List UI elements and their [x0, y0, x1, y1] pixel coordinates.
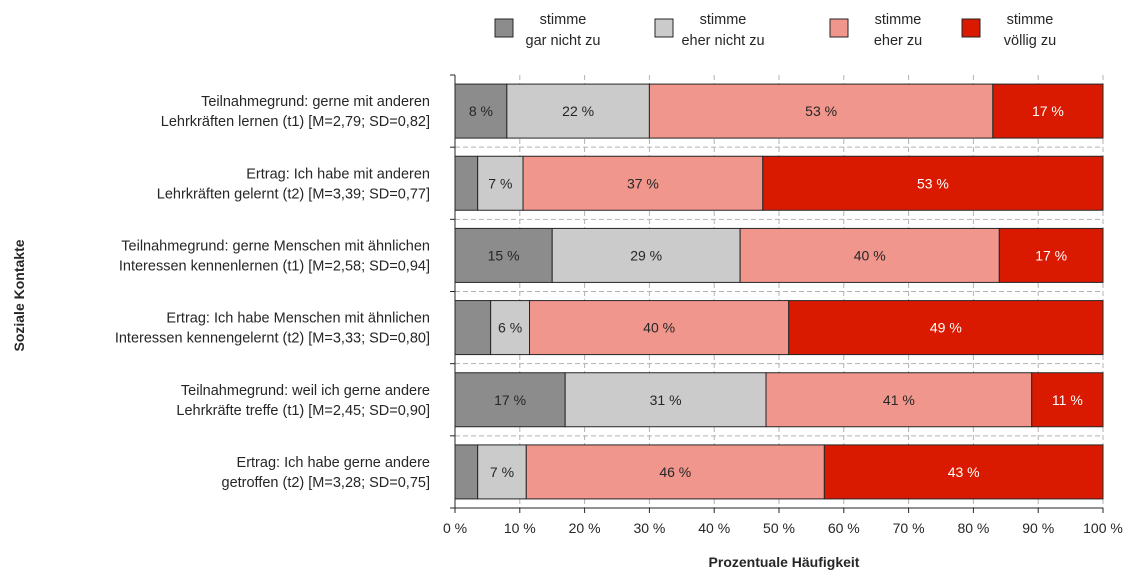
bar-segment	[477, 155, 524, 211]
x-tick-label: 80 %	[957, 520, 989, 536]
x-tick-label: 70 %	[893, 520, 925, 536]
x-tick-label: 100 %	[1083, 520, 1123, 536]
bar-segment	[454, 227, 553, 283]
bar-segment	[522, 155, 764, 211]
legend-label: gar nicht zu	[526, 33, 601, 49]
bar-segment	[529, 300, 790, 356]
x-tick-label: 50 %	[763, 520, 795, 536]
data-label: 22 %	[562, 103, 594, 119]
bar-segment	[1031, 372, 1104, 428]
data-label: 7 %	[488, 175, 512, 191]
bar-segment	[454, 444, 479, 500]
legend-label: stimme	[1007, 12, 1054, 28]
data-label: 53 %	[805, 103, 837, 119]
x-tick-label: 20 %	[569, 520, 601, 536]
legend-label: eher nicht zu	[681, 33, 764, 49]
data-label: 6 %	[498, 320, 522, 336]
legend-label: völlig zu	[1004, 33, 1056, 49]
bar-segment	[490, 300, 531, 356]
category-label: Ertrag: Ich habe gerne andere	[237, 455, 430, 471]
data-label: 8 %	[469, 103, 493, 119]
category-label: Teilnahmegrund: gerne mit anderen	[201, 94, 430, 110]
data-label: 40 %	[643, 320, 675, 336]
legend-label: stimme	[875, 12, 922, 28]
legend-label: stimme	[540, 12, 587, 28]
data-label: 17 %	[1032, 103, 1064, 119]
x-tick-label: 0 %	[443, 520, 467, 536]
bar-segment	[788, 300, 1104, 356]
bar-segment	[648, 83, 994, 139]
x-tick-label: 10 %	[504, 520, 536, 536]
data-label: 31 %	[650, 392, 682, 408]
data-label: 29 %	[630, 247, 662, 263]
x-axis-title: Prozentuale Häufigkeit	[709, 554, 860, 570]
data-label: 17 %	[1035, 247, 1067, 263]
bar-segment	[998, 227, 1104, 283]
bar-segment	[454, 155, 479, 211]
legend-swatch	[654, 18, 674, 38]
data-label: 17 %	[494, 392, 526, 408]
category-label: Lehrkräften lernen (t1) [M=2,79; SD=0,82…	[161, 114, 430, 130]
data-label: 49 %	[930, 320, 962, 336]
data-label: 53 %	[917, 175, 949, 191]
data-label: 37 %	[627, 175, 659, 191]
x-tick-label: 90 %	[1022, 520, 1054, 536]
y-axis-title: Soziale Kontakte	[11, 239, 27, 351]
legend-label: eher zu	[874, 33, 922, 49]
category-label: Teilnahmegrund: weil ich gerne andere	[181, 383, 430, 399]
bar-segment	[762, 155, 1104, 211]
category-label: Lehrkräften gelernt (t2) [M=3,39; SD=0,7…	[157, 186, 430, 202]
data-label: 41 %	[883, 392, 915, 408]
legend-swatch	[829, 18, 849, 38]
bar-segment	[992, 83, 1104, 139]
bar-segment	[454, 300, 492, 356]
legend-swatch	[961, 18, 981, 38]
category-label: Interessen kennenlernen (t1) [M=2,58; SD…	[119, 258, 430, 274]
category-label: Lehrkräfte treffe (t1) [M=2,45; SD=0,90]	[176, 403, 430, 419]
data-label: 43 %	[948, 464, 980, 480]
bar-segment	[454, 372, 566, 428]
category-label: Interessen kennengelernt (t2) [M=3,33; S…	[115, 331, 430, 347]
data-label: 15 %	[488, 247, 520, 263]
data-label: 11 %	[1052, 392, 1083, 408]
x-tick-label: 60 %	[828, 520, 860, 536]
category-label: Ertrag: Ich habe Menschen mit ähnlichen	[166, 311, 430, 327]
legend-swatch	[494, 18, 514, 38]
data-label: 46 %	[659, 464, 691, 480]
bar-segment	[477, 444, 527, 500]
category-label: Ertrag: Ich habe mit anderen	[246, 166, 430, 182]
x-tick-label: 30 %	[633, 520, 665, 536]
category-label: Teilnahmegrund: gerne Menschen mit ähnli…	[121, 238, 430, 254]
x-tick-label: 40 %	[698, 520, 730, 536]
bar-segment	[823, 444, 1104, 500]
data-label: 7 %	[490, 464, 514, 480]
bar-segment	[551, 227, 741, 283]
data-label: 40 %	[854, 247, 886, 263]
legend-label: stimme	[700, 12, 747, 28]
bar-segment	[765, 372, 1033, 428]
bar-segment	[525, 444, 825, 500]
category-label: getroffen (t2) [M=3,28; SD=0,75]	[222, 475, 431, 491]
bar-segment	[739, 227, 1000, 283]
